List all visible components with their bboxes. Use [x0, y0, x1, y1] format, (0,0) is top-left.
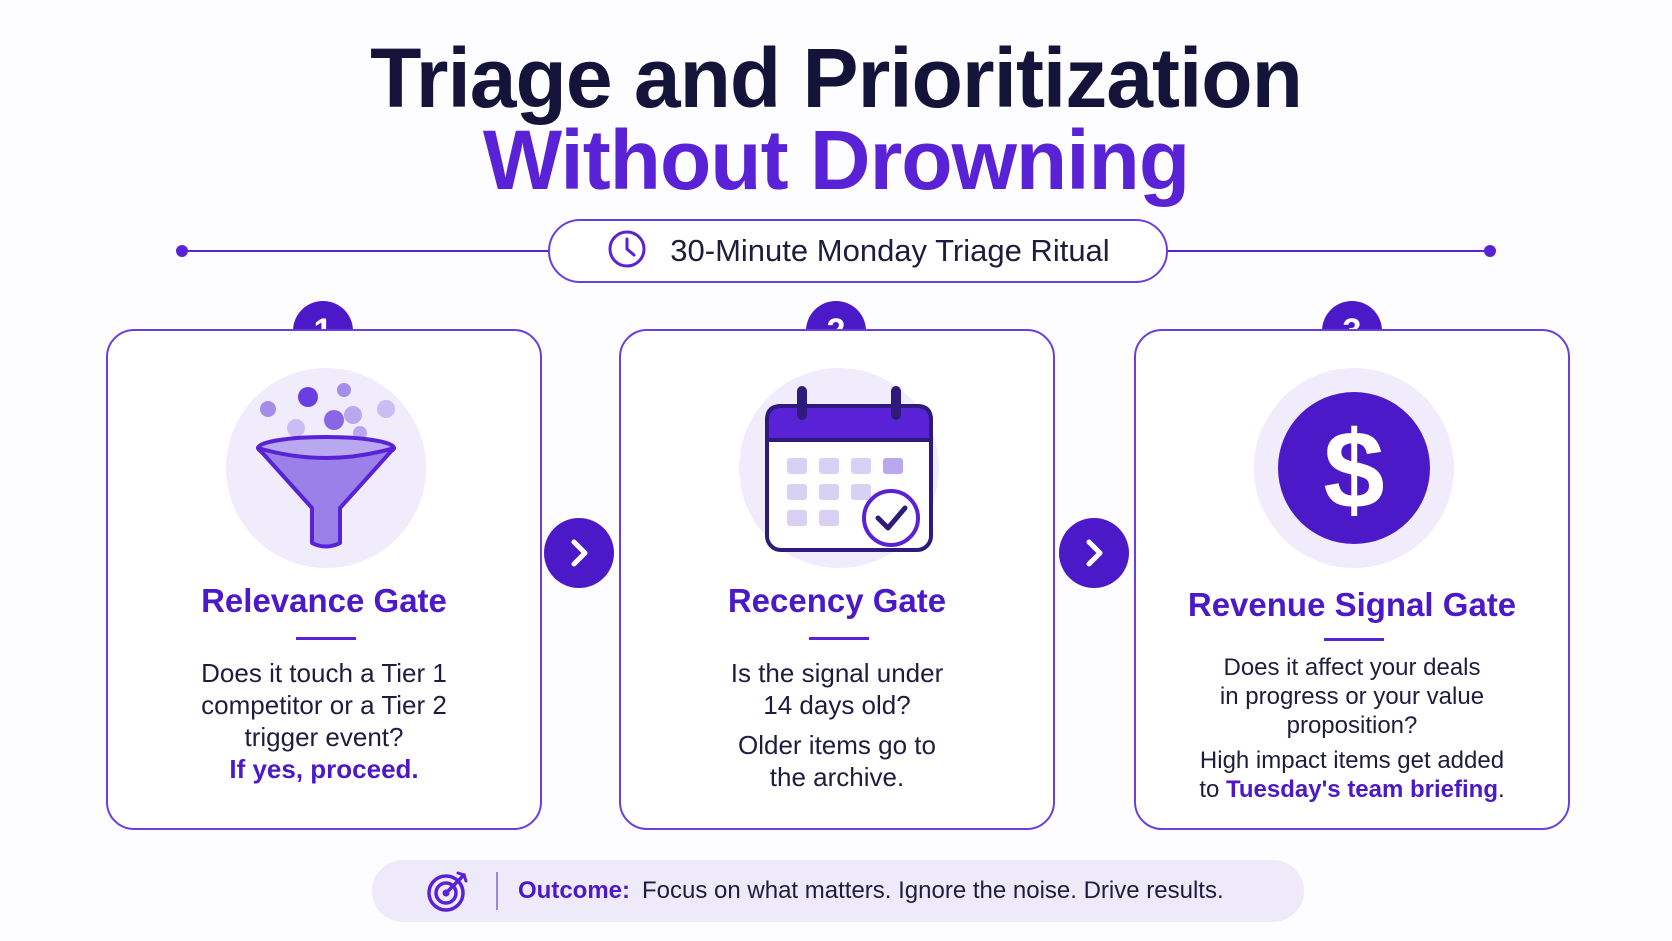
gate-title: Recency Gate: [727, 582, 947, 619]
body-line: Does it affect your deals: [1223, 654, 1481, 681]
outcome-divider: [496, 872, 498, 910]
gate-emphasis: Tuesday's team briefing: [1226, 776, 1499, 803]
ritual-pill: 30-Minute Monday Triage Ritual: [548, 219, 1168, 283]
page-title-line-2: Without Drowning: [482, 113, 1190, 207]
title-underline: [296, 637, 356, 640]
title-underline: [1324, 638, 1384, 641]
outcome-text: Focus on what matters. Ignore the noise.…: [642, 877, 1224, 904]
chevron-right-icon: [571, 539, 588, 567]
calendar-check-icon: [739, 368, 939, 568]
title-underline: [809, 637, 869, 640]
gate-description: Does it affect your deals in progress or…: [1156, 653, 1548, 740]
gate-description: Does it touch a Tier 1 competitor or a T…: [128, 657, 520, 785]
body-line-with-emphasis: to Tuesday's team briefing.: [1156, 775, 1548, 804]
body-line: competitor or a Tier 2: [201, 690, 447, 720]
gate-title: Revenue Signal Gate: [1187, 586, 1517, 623]
body-text: .: [1498, 776, 1505, 803]
rule-right: [1166, 250, 1490, 252]
step-card-relevance: Relevance Gate Does it touch a Tier 1 co…: [106, 329, 542, 830]
svg-text:$: $: [1323, 409, 1384, 532]
step-card-revenue: $ Revenue Signal Gate Does it affect you…: [1134, 329, 1570, 830]
dollar-icon: $: [1254, 368, 1454, 568]
page-title-line-1: Triage and Prioritization: [370, 31, 1303, 125]
clock-icon: [606, 228, 648, 275]
outcome-bar: Outcome: Focus on what matters. Ignore t…: [372, 860, 1304, 922]
funnel-icon: [226, 368, 426, 568]
ritual-label: 30-Minute Monday Triage Ritual: [670, 233, 1110, 268]
gate-title: Relevance Gate: [201, 582, 447, 619]
gate-emphasis: If yes, proceed.: [229, 754, 419, 784]
body-line: the archive.: [769, 762, 905, 792]
body-line: 14 days old?: [763, 690, 911, 720]
body-line: trigger event?: [244, 722, 404, 752]
outcome-label: Outcome:: [518, 877, 631, 904]
gate-description: Is the signal under 14 days old?: [641, 657, 1033, 721]
rule-right-dot: [1484, 245, 1496, 257]
chevron-right-icon: [1086, 539, 1103, 567]
body-text: to: [1199, 776, 1220, 803]
body-line: proposition?: [1286, 712, 1418, 739]
body-line: Is the signal under: [730, 658, 944, 688]
body-line: Does it touch a Tier 1: [201, 658, 447, 688]
body-line: Older items go to: [738, 730, 936, 760]
gate-description-secondary: High impact items get added to Tuesday's…: [1156, 746, 1548, 804]
rule-left: [182, 250, 550, 252]
next-arrow-2: [1059, 518, 1129, 588]
body-line: in progress or your value: [1219, 683, 1485, 710]
gate-description-secondary: Older items go to the archive.: [641, 729, 1033, 793]
step-card-recency: Recency Gate Is the signal under 14 days…: [619, 329, 1055, 830]
body-line: High impact items get added: [1199, 747, 1505, 774]
target-icon: [426, 869, 470, 913]
next-arrow-1: [544, 518, 614, 588]
